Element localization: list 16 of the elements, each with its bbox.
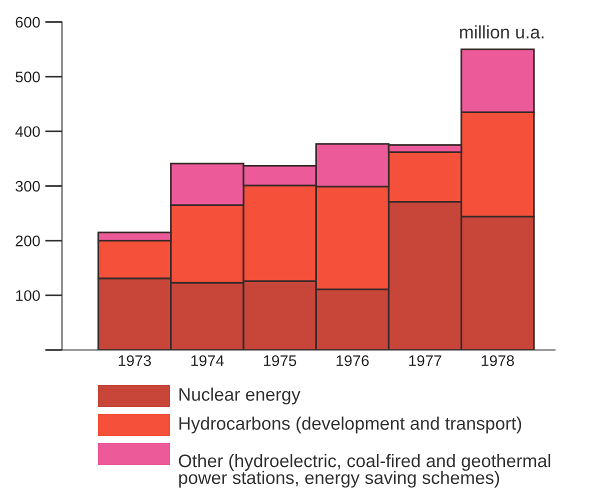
x-tick-label: 1977 bbox=[409, 355, 442, 366]
y-tick-label: 300 bbox=[16, 180, 40, 192]
x-tick-label: 1975 bbox=[264, 355, 296, 366]
x-tick-label: 1973 bbox=[118, 355, 151, 366]
y-tick-label: 200 bbox=[16, 236, 40, 246]
y-tick-label: 100 bbox=[16, 290, 40, 302]
legend-label: Hydrocarbons (development and transport) bbox=[179, 416, 522, 434]
x-tick-label: 1974 bbox=[191, 355, 224, 366]
y-tick-label: 600 bbox=[16, 16, 40, 28]
y-tick-label: 400 bbox=[15, 126, 40, 138]
annotation: million u.a. bbox=[460, 25, 544, 39]
x-tick-label: 1976 bbox=[336, 355, 369, 366]
legend-label: Nuclear energy bbox=[179, 388, 300, 404]
legend-label: Other (hydroelectric, coal-fired and geothermal power stations, energy saving schemes) bbox=[178, 454, 550, 488]
x-tick-label: 1978 bbox=[482, 355, 514, 366]
y-tick-label: 500 bbox=[16, 72, 40, 82]
